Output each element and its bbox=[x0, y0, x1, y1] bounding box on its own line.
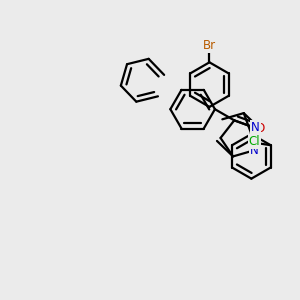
Text: O: O bbox=[255, 122, 264, 135]
Text: N: N bbox=[251, 122, 260, 134]
Text: N: N bbox=[250, 144, 259, 157]
Text: Br: Br bbox=[203, 40, 216, 52]
Text: Cl: Cl bbox=[248, 135, 260, 148]
